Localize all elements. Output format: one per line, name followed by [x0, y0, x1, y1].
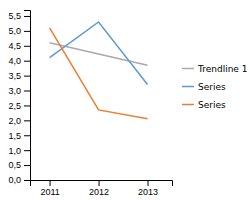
axis-line [31, 181, 173, 187]
tick-mark [50, 180, 51, 186]
tick: 0,0 [8, 175, 30, 185]
tick-label: 5,0 [8, 26, 21, 36]
legend-item: Series [182, 82, 226, 92]
tick-mark [24, 105, 30, 106]
tick-mark [24, 180, 30, 181]
series-line [50, 28, 148, 119]
tick-label: 1,0 [8, 146, 21, 156]
tick-mark [24, 150, 30, 151]
legend-item: Trendline 1 [182, 64, 247, 74]
legend-swatch [182, 68, 194, 70]
tick-mark [24, 61, 30, 62]
tick: 5,5 [8, 11, 30, 21]
legend-label: Series [198, 100, 226, 110]
tick: 3,0 [8, 86, 30, 96]
lines [50, 22, 148, 119]
tick: 1,0 [8, 146, 30, 156]
tick-label: 2,5 [8, 101, 21, 111]
y-axis: 0,0 0,5 1,0 1,5 2,0 2,5 3,0 3,5 4,0 4,5 5,0 5,5 [8, 11, 30, 186]
tick-label: 0,0 [8, 175, 21, 185]
tick-mark [24, 16, 30, 17]
tick: 4,5 [8, 41, 30, 51]
tick-mark [24, 120, 30, 121]
tick: 4,0 [8, 56, 30, 66]
tick: 2012 [89, 180, 109, 197]
tick-mark [24, 31, 30, 32]
legend-item: Series [182, 100, 226, 110]
tick: 5,0 [8, 26, 30, 36]
axis-line [24, 11, 31, 181]
chart: 2011 2012 2013 0,0 0,5 1,0 1,5 2,0 2,5 3,0 3,5 4,0 4… [0, 0, 250, 200]
tick-label: 3,5 [8, 71, 21, 81]
tick-label: 0,5 [8, 160, 21, 170]
tick-label: 3,0 [8, 86, 21, 96]
tick-mark [148, 180, 149, 186]
legend-label: Trendline 1 [197, 64, 247, 74]
tick-label: 4,5 [8, 41, 21, 51]
tick: 3,5 [8, 71, 30, 81]
tick-mark [24, 165, 30, 166]
tick: 2,5 [8, 101, 30, 111]
tick-mark [24, 135, 30, 136]
tick: 1,5 [8, 131, 30, 141]
tick-mark [24, 76, 30, 77]
legend-label: Series [198, 82, 226, 92]
plot: 2011 2012 2013 0,0 0,5 1,0 1,5 2,0 2,5 3,0 3,5 4,0 4… [8, 11, 172, 198]
tick: 2011 [40, 180, 59, 197]
legend: Trendline 1 Series Series [182, 64, 247, 110]
x-axis: 2011 2012 2013 [31, 180, 173, 197]
tick-mark [24, 91, 30, 92]
tick: 0,5 [8, 160, 30, 170]
tick-label: 2011 [40, 187, 59, 197]
tick: 2013 [138, 180, 158, 197]
tick-label: 2,0 [8, 116, 21, 126]
tick-mark [99, 180, 100, 186]
tick-label: 4,0 [8, 56, 21, 66]
tick-label: 2012 [89, 187, 109, 197]
legend-swatch [182, 86, 194, 88]
legend-swatch [182, 104, 194, 106]
tick-label: 1,5 [8, 131, 21, 141]
tick-label: 5,5 [8, 11, 21, 21]
tick-label: 2013 [138, 187, 158, 197]
tick-mark [24, 46, 30, 47]
tick: 2,0 [8, 116, 30, 126]
